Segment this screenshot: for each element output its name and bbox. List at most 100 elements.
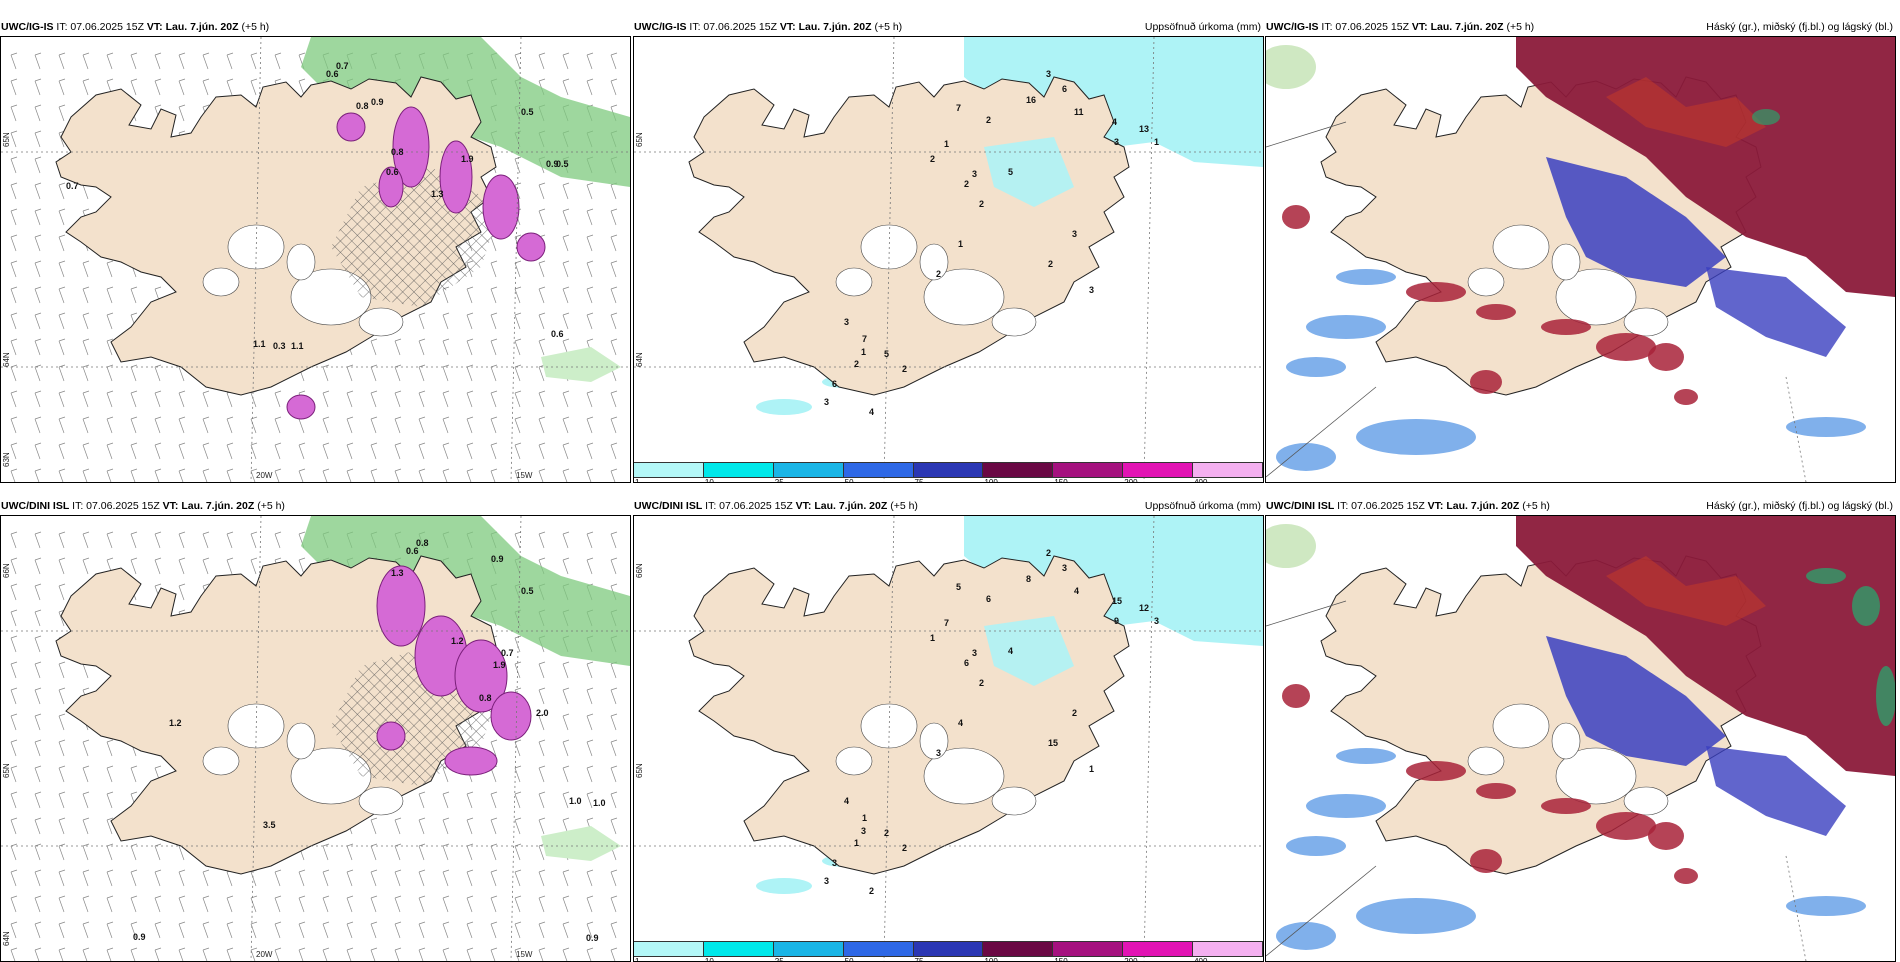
wind-barb-feather (130, 286, 138, 290)
wind-barb-feather (274, 869, 282, 873)
wind-barb-feather (610, 531, 618, 535)
wind-barb-feather (298, 390, 306, 394)
wind-barb-feather (58, 921, 66, 925)
wind-barb (82, 559, 89, 575)
wind-barb-feather (202, 416, 210, 420)
low-cloud-area (1356, 898, 1476, 934)
colorbar-segment (843, 941, 914, 957)
wind-barb-feather (58, 286, 66, 290)
map-area[interactable]: 3 6 11 16 4 13 2 7 1 2 3 5 2 2 3 1 2 2 5 2 1 3 7 6 3 4 3 2 3 1 65N 64N … (633, 36, 1264, 483)
wind-barb (538, 366, 545, 382)
value-label: 1 (944, 139, 949, 149)
wind-barb-feather (10, 739, 18, 743)
wind-barb (58, 689, 65, 705)
value-label: 8 (1026, 574, 1031, 584)
wind-barb (178, 845, 185, 861)
wind-barb-feather (610, 687, 618, 691)
wind-barb-feather (322, 390, 330, 394)
wind-barb-feather (106, 416, 114, 420)
precip-area (756, 878, 812, 894)
wind-barb-feather (610, 557, 618, 561)
wind-barb-feather (10, 895, 18, 899)
wind-barb-feather (610, 442, 618, 446)
wind-barb-feather (34, 208, 42, 212)
wind-barb-feather (370, 442, 378, 446)
cloud-patch (1266, 524, 1316, 568)
wind-barb-feather (586, 442, 594, 446)
wind-barb (346, 444, 353, 460)
wind-barb-feather (82, 442, 90, 446)
wind-barb (586, 210, 593, 226)
mid-cloud-area (1706, 746, 1846, 836)
wind-barb (226, 418, 233, 434)
colorbar-tick-label: 100 (984, 478, 998, 483)
value-label: 1.2 (169, 718, 182, 728)
wind-barb-feather (10, 286, 18, 290)
glacier (923, 747, 1005, 805)
colorbar-segment (703, 462, 774, 478)
value-label: 0.7 (336, 61, 349, 71)
wind-barb (130, 767, 137, 783)
value-label: 3 (1089, 285, 1094, 295)
wind-barb (394, 340, 401, 356)
wind-barb (34, 741, 41, 757)
wind-barb (346, 871, 353, 887)
wind-barb-feather (130, 765, 138, 769)
wind-barb-feather (562, 895, 570, 899)
wind-barb-feather (298, 869, 306, 873)
wind-barb (514, 741, 521, 757)
wind-barb (538, 210, 545, 226)
wind-barb (178, 392, 185, 408)
wind-barb-feather (106, 739, 114, 743)
value-label: 0.5 (556, 159, 569, 169)
value-label: 5 (1008, 167, 1013, 177)
value-label: 3 (844, 317, 849, 327)
wind-barb (58, 611, 65, 627)
wind-barb (298, 559, 305, 575)
wind-barb (130, 845, 137, 861)
map-area[interactable] (1265, 515, 1896, 962)
wind-barb (370, 897, 377, 913)
wind-barb (514, 392, 521, 408)
colorbar-segment (1053, 941, 1124, 957)
wind-barb-feather (322, 416, 330, 420)
wind-barb-feather (130, 442, 138, 446)
wind-barb-feather (34, 921, 42, 925)
wind-barb (586, 767, 593, 783)
wind-barb-feather (34, 442, 42, 446)
wind-barb (610, 793, 617, 809)
value-label: 4 (958, 718, 963, 728)
wind-barb (514, 819, 521, 835)
high-cloud-patch (1648, 822, 1684, 850)
wind-barb (370, 470, 376, 482)
map-area[interactable]: 0.7 0.6 0.9 0.8 0.5 0.8 0.6 0.7 0.9 1.1 0.3 1.1 0.6 1… (0, 36, 631, 483)
wind-barb (34, 559, 41, 575)
colorbar-segment (1193, 462, 1263, 478)
wind-barb (34, 80, 41, 96)
model-name: UWC/IG-IS (634, 21, 687, 33)
value-label: 3.5 (263, 820, 276, 830)
wind-barb-feather (346, 442, 354, 446)
wind-barb (202, 533, 209, 549)
wind-barb (58, 871, 65, 887)
colorbar-segment (634, 941, 704, 957)
glacier (1555, 747, 1637, 805)
wind-barb-feather (250, 78, 258, 82)
wind-barb (154, 533, 161, 549)
wind-barb (10, 236, 17, 252)
wind-barb (82, 444, 89, 460)
wind-barb-feather (586, 260, 594, 264)
wind-barb-feather (154, 468, 162, 472)
wind-barb-feather (58, 687, 66, 691)
wind-barb-feather (298, 895, 306, 899)
wind-barb (466, 418, 473, 434)
wind-barb-feather (538, 895, 546, 899)
map-area[interactable]: 0.8 0.6 0.9 1.3 0.5 0.7 1.9 1.2 0.8 1.0 2.0 0.9 3.5 1… (0, 515, 631, 962)
wind-barb (34, 533, 41, 549)
wind-barb-feather (490, 338, 498, 342)
map-area[interactable]: 2 3 4 8 15 12 6 5 7 1 3 4 6 2 2 4 3 2 2 1 3 4 1 3 3 2 1 15 9 3 66N 65N … (633, 515, 1264, 962)
map-area[interactable] (1265, 36, 1896, 483)
precip-colorbar: 1 10 25 50 75 100 150 200 400 (634, 939, 1263, 961)
wind-barb (394, 949, 400, 961)
wind-barb-feather (106, 338, 114, 342)
